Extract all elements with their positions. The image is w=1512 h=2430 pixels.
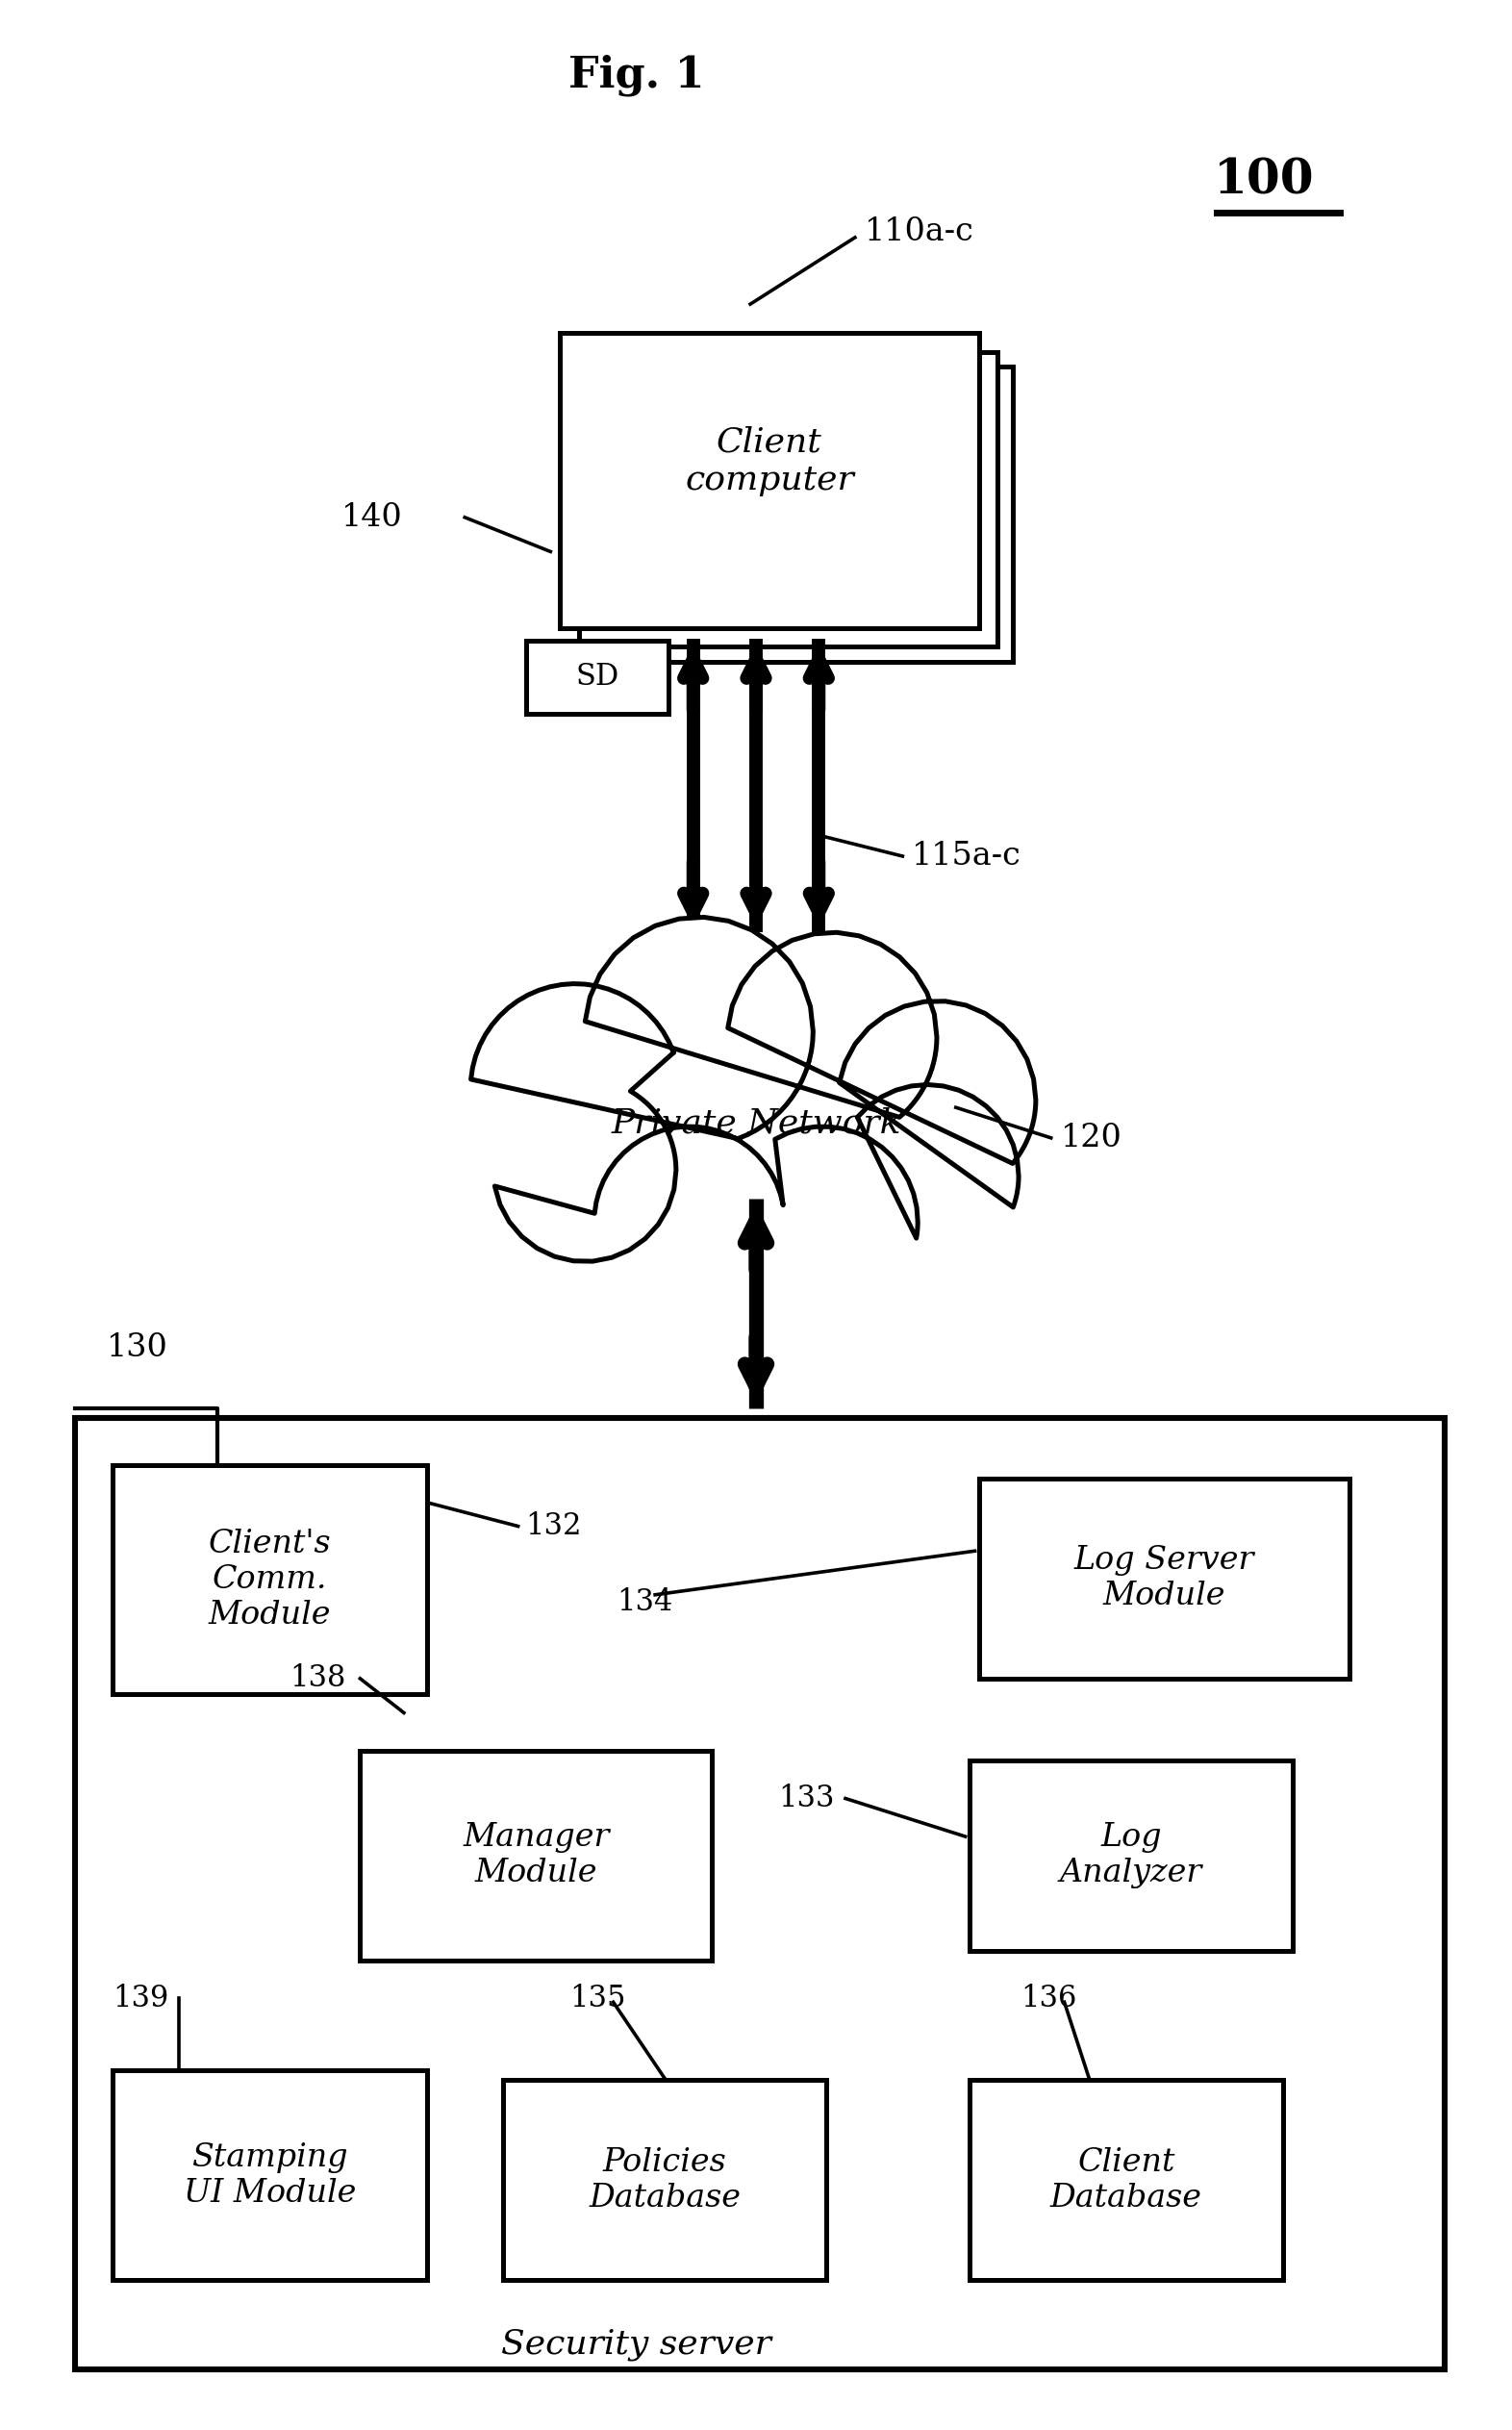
Text: Security server: Security server <box>500 2328 771 2362</box>
Bar <box>74 1417 1445 2369</box>
Text: 110a-c: 110a-c <box>865 216 974 248</box>
Bar <box>969 1759 1293 1951</box>
Bar <box>969 2080 1284 2279</box>
Text: 138: 138 <box>290 1665 346 1694</box>
Text: 136: 136 <box>1021 1983 1077 2012</box>
Text: 139: 139 <box>113 1983 169 2012</box>
Text: 133: 133 <box>779 1784 835 1813</box>
Text: 140: 140 <box>342 503 402 532</box>
Text: Manager
Module: Manager Module <box>463 1822 609 1888</box>
Text: 132: 132 <box>526 1511 582 1541</box>
Polygon shape <box>470 916 1036 1261</box>
Bar <box>113 2070 426 2279</box>
Text: 120: 120 <box>1060 1123 1122 1154</box>
Bar <box>526 642 668 714</box>
Text: Log
Analyzer: Log Analyzer <box>1060 1822 1202 1888</box>
Text: Client
Database: Client Database <box>1051 2148 1202 2214</box>
Text: Client
computer: Client computer <box>685 425 854 496</box>
Text: Fig. 1: Fig. 1 <box>569 56 705 97</box>
Text: 115a-c: 115a-c <box>912 841 1022 872</box>
Bar <box>360 1752 712 1961</box>
Text: 135: 135 <box>570 1983 626 2012</box>
Bar <box>559 333 978 627</box>
Bar <box>113 1465 426 1694</box>
Bar <box>594 367 1013 661</box>
Text: SD: SD <box>575 663 618 693</box>
Text: Stamping
UI Module: Stamping UI Module <box>183 2143 355 2209</box>
Text: Policies
Database: Policies Database <box>588 2148 741 2214</box>
Text: Log Server
Module: Log Server Module <box>1074 1545 1255 1611</box>
Text: 100: 100 <box>1214 158 1314 204</box>
Bar <box>503 2080 827 2279</box>
Bar <box>579 352 998 646</box>
Text: 134: 134 <box>617 1587 673 1618</box>
Text: Private Network: Private Network <box>611 1106 901 1140</box>
Bar <box>978 1477 1350 1679</box>
Text: Client's
Comm.
Module: Client's Comm. Module <box>209 1528 331 1631</box>
Text: 130: 130 <box>107 1332 168 1363</box>
